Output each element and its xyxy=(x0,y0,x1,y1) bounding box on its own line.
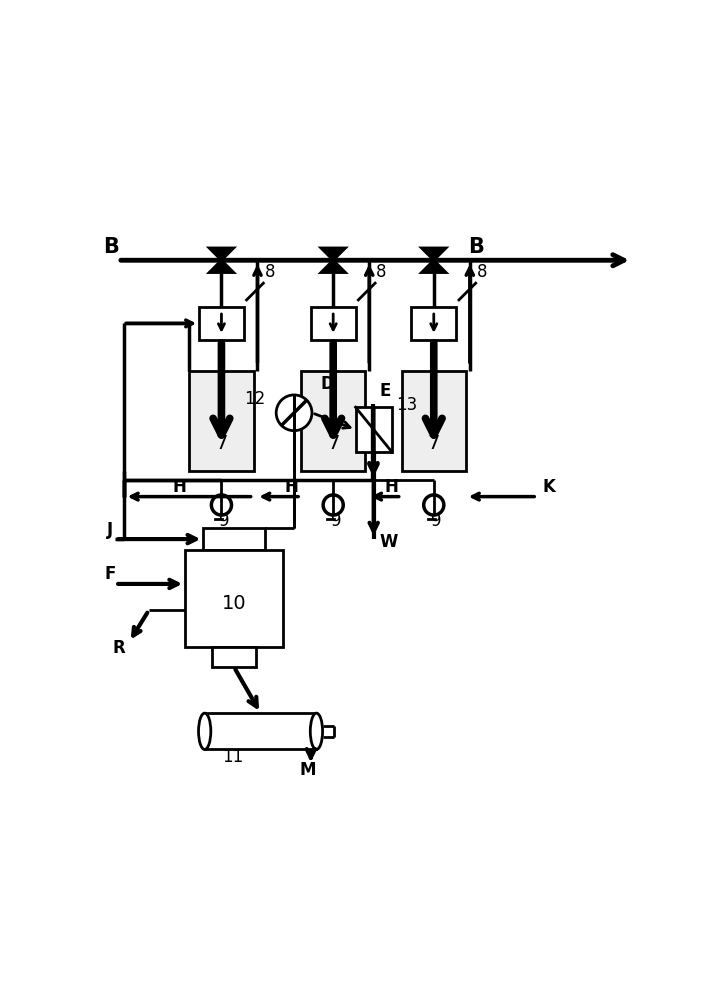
Bar xyxy=(185,550,283,647)
Text: 9: 9 xyxy=(219,512,229,530)
Text: B: B xyxy=(103,237,119,257)
Text: W: W xyxy=(379,533,398,551)
Polygon shape xyxy=(321,260,345,273)
Text: 9: 9 xyxy=(331,512,341,530)
Text: 7: 7 xyxy=(327,434,340,453)
Bar xyxy=(355,407,392,452)
Text: D: D xyxy=(320,375,334,393)
Text: E: E xyxy=(379,382,390,400)
Text: 7: 7 xyxy=(428,434,440,453)
Bar xyxy=(190,371,254,471)
Text: 8: 8 xyxy=(376,263,386,281)
Text: H: H xyxy=(385,478,399,496)
Bar xyxy=(402,371,466,471)
Bar xyxy=(199,307,244,340)
Text: 13: 13 xyxy=(397,396,417,414)
Circle shape xyxy=(323,495,343,515)
Polygon shape xyxy=(209,260,234,273)
Polygon shape xyxy=(209,248,234,260)
Ellipse shape xyxy=(310,713,322,749)
Bar xyxy=(412,307,456,340)
Polygon shape xyxy=(422,248,446,260)
Polygon shape xyxy=(321,248,345,260)
Text: 9: 9 xyxy=(431,512,442,530)
Text: H: H xyxy=(172,478,187,496)
Text: H: H xyxy=(284,478,298,496)
Bar xyxy=(203,528,265,550)
Text: 10: 10 xyxy=(221,594,247,613)
Text: M: M xyxy=(300,761,317,779)
Circle shape xyxy=(424,495,444,515)
Bar xyxy=(205,713,317,749)
Bar xyxy=(212,647,257,667)
Text: 8: 8 xyxy=(265,263,275,281)
Text: F: F xyxy=(104,565,115,583)
Text: B: B xyxy=(468,237,484,257)
Text: 7: 7 xyxy=(216,434,228,453)
Text: J: J xyxy=(107,521,113,539)
Text: 11: 11 xyxy=(222,748,243,766)
Bar xyxy=(301,371,366,471)
Ellipse shape xyxy=(198,713,211,749)
Polygon shape xyxy=(422,260,446,273)
Text: K: K xyxy=(543,478,556,496)
Circle shape xyxy=(211,495,231,515)
Bar xyxy=(311,307,355,340)
Text: 8: 8 xyxy=(477,263,487,281)
Text: 12: 12 xyxy=(244,390,265,408)
Text: R: R xyxy=(112,639,125,657)
Circle shape xyxy=(276,395,312,431)
